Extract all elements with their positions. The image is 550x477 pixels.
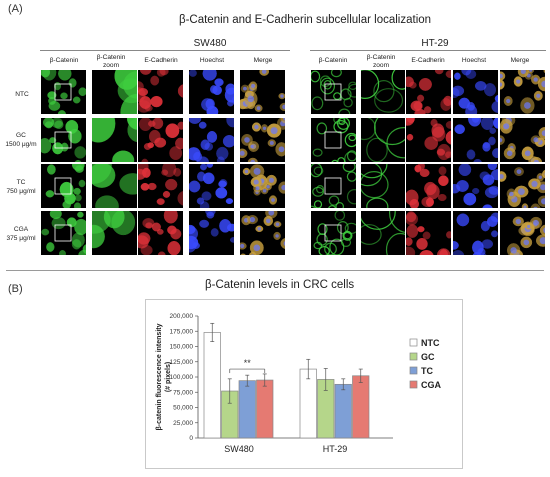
micrograph-ht29-blue-r0 [452,69,499,115]
micrograph-ht29-red-r1 [405,117,452,163]
micrograph-ht29-merge-r3 [499,210,546,256]
micrograph-ht29-red-r2 [405,163,452,209]
micrograph-sw480-green-r2 [40,163,87,209]
micrograph-ht29-blue-r2 [452,163,499,209]
col-head-ht29-zoom: β-Catenin zoom [366,54,396,69]
chart-frame [145,299,463,469]
col-head-sw480-zoom: β-Catenin zoom [96,54,126,69]
col-head-sw480-hoechst: Hoechst [199,57,225,64]
panel-divider [6,270,544,271]
micrograph-ht29-green-r2 [310,163,357,209]
micrograph-ht29-blue-r1 [452,117,499,163]
micrograph-sw480-red-r1 [137,117,184,163]
micrograph-ht29-zoom-r1 [360,117,407,163]
micrograph-ht29-red-r0 [405,69,452,115]
row-head-cga: CGA 375 μg/ml [6,226,36,242]
micrograph-sw480-merge-r3 [239,210,286,256]
col-head-sw480-merge: Merge [253,57,273,64]
col-head-ht29-beta: β-Catenin [318,57,348,64]
micrograph-sw480-red-r0 [137,69,184,115]
micrograph-sw480-zoom-r3 [91,210,138,256]
micrograph-sw480-red-r2 [137,163,184,209]
micrograph-sw480-green-r1 [40,117,87,163]
micrograph-sw480-green-r3 [40,210,87,256]
micrograph-ht29-green-r3 [310,210,357,256]
micrograph-ht29-zoom-r0 [360,69,407,115]
group-underline-sw480 [40,50,290,51]
micrograph-sw480-zoom-r2 [91,163,138,209]
row-head-gc: GC 1500 μg/m [5,132,37,148]
micrograph-ht29-zoom-r2 [360,163,407,209]
row-head-tc: TC 750 μg/ml [6,179,36,195]
col-head-sw480-ecad: E-Cadherin [144,57,178,64]
micrograph-ht29-merge-r1 [499,117,546,163]
micrograph-sw480-blue-r3 [188,210,235,256]
micrograph-ht29-merge-r2 [499,163,546,209]
micrograph-sw480-red-r3 [137,210,184,256]
micrograph-sw480-merge-r2 [239,163,286,209]
col-head-ht29-hoechst: Hoechst [461,57,487,64]
micrograph-ht29-merge-r0 [499,69,546,115]
col-head-ht29-ecad: E-Cadherin [411,57,445,64]
group-title-ht29: HT-29 [421,38,449,49]
micrograph-ht29-green-r0 [310,69,357,115]
micrograph-sw480-merge-r0 [239,69,286,115]
micrograph-sw480-merge-r1 [239,117,286,163]
micrograph-sw480-blue-r1 [188,117,235,163]
micrograph-sw480-green-r0 [40,69,87,115]
panel-a-letter: (A) [8,3,23,15]
micrograph-sw480-blue-r0 [188,69,235,115]
micrograph-sw480-zoom-r1 [91,117,138,163]
micrograph-ht29-zoom-r3 [360,210,407,256]
group-underline-ht29 [310,50,546,51]
panel-a-title: β-Catenin and E-Cadherin subcellular loc… [178,14,432,26]
group-title-sw480: SW480 [193,38,227,49]
micrograph-ht29-red-r3 [405,210,452,256]
micrograph-ht29-blue-r3 [452,210,499,256]
micrograph-sw480-blue-r2 [188,163,235,209]
panel-b-letter: (B) [8,283,23,295]
micrograph-sw480-zoom-r0 [91,69,138,115]
micrograph-ht29-green-r1 [310,117,357,163]
panel-b-title: β-Catenin levels in CRC cells [205,279,355,291]
col-head-sw480-beta: β-Catenin [49,57,79,64]
col-head-ht29-merge: Merge [510,57,530,64]
row-head-ntc: NTC [15,91,29,98]
